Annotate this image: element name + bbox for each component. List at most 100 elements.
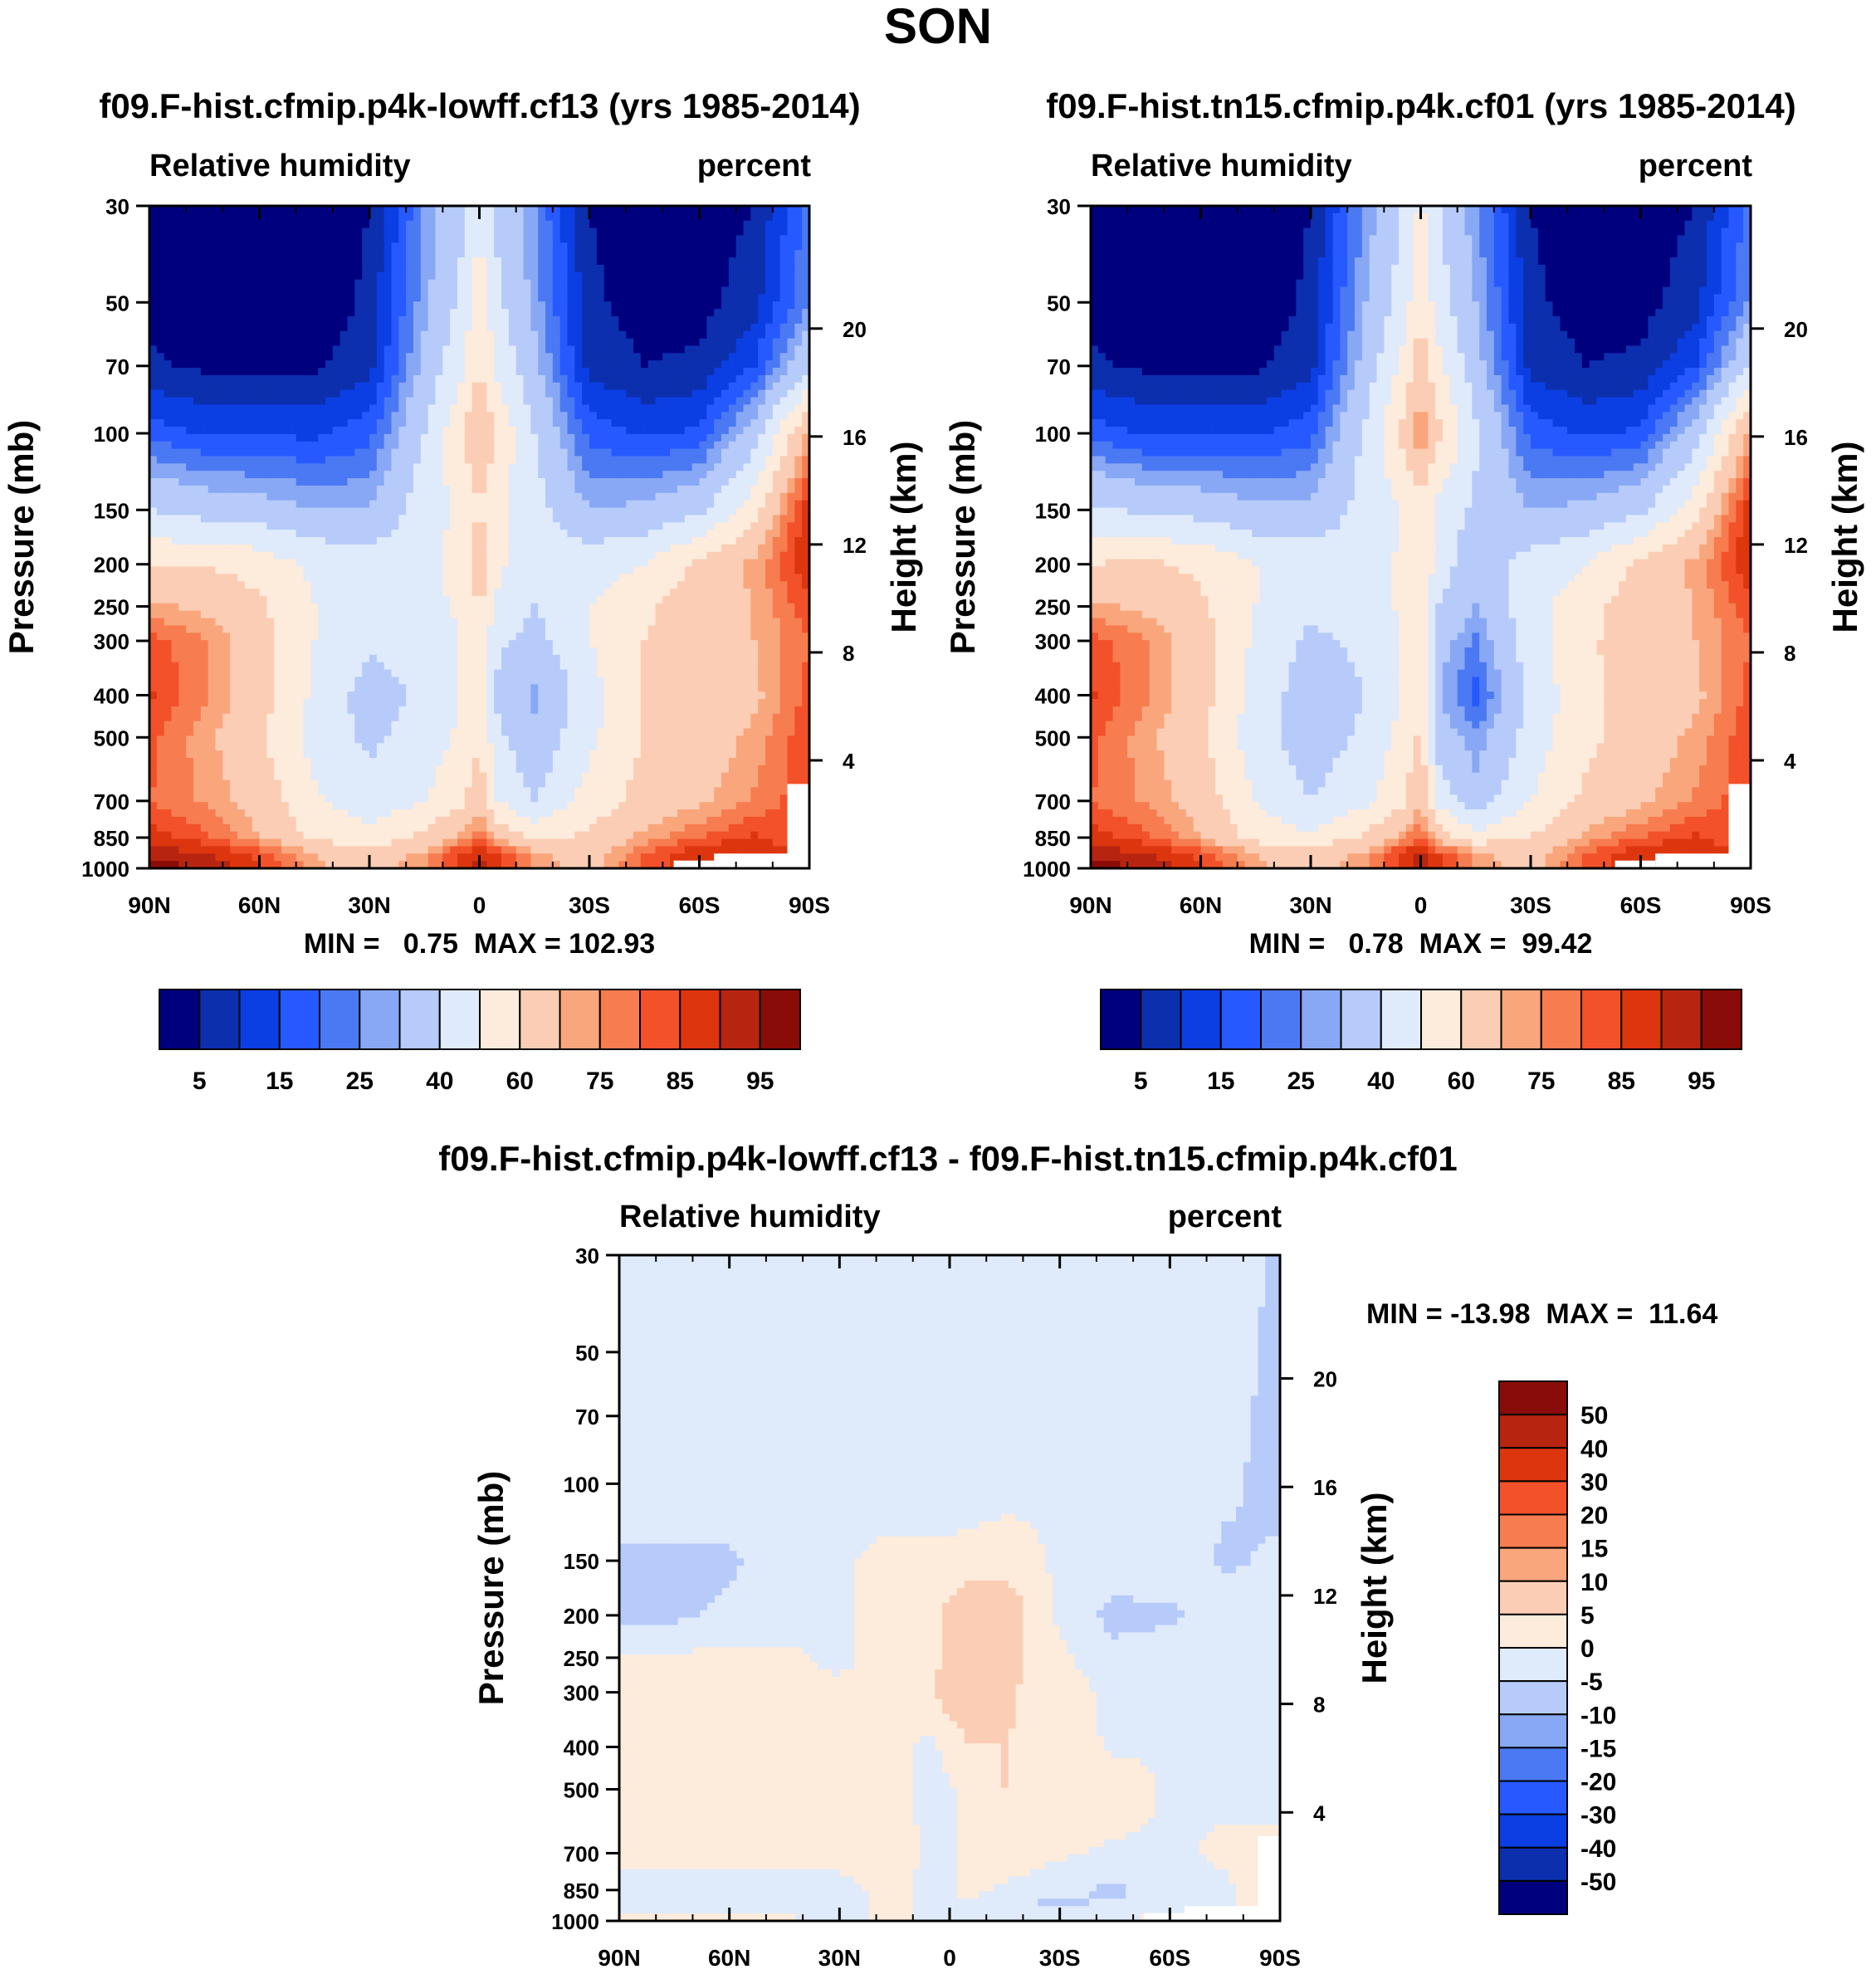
contour-cell: [706, 213, 715, 222]
contour-cell: [340, 427, 349, 435]
contour-cell: [787, 286, 795, 295]
contour-cell: [200, 389, 209, 398]
contour-cell: [215, 412, 223, 420]
contour-cell: [471, 441, 481, 450]
contour-cell: [149, 404, 158, 413]
contour-cell: [266, 330, 275, 340]
contour-cell: [215, 544, 223, 553]
contour-cell: [802, 286, 810, 295]
contour-cell: [266, 581, 275, 589]
contour-cell: [626, 574, 634, 582]
contour-cell: [802, 412, 810, 420]
contour-cell: [538, 271, 546, 281]
contour-cell: [281, 368, 290, 376]
contour-cell: [230, 235, 238, 243]
contour-cell: [208, 397, 217, 405]
contour-cell: [369, 566, 378, 574]
contour-cell: [794, 478, 803, 486]
contour-cell: [699, 309, 707, 317]
contour-cell: [208, 206, 217, 214]
contour-cell: [164, 537, 173, 545]
contour-cell: [413, 603, 422, 612]
contour-cell: [611, 264, 619, 273]
contour-cell: [794, 257, 803, 266]
contour-cell: [471, 338, 481, 347]
contour-cell: [684, 316, 693, 325]
contour-cell: [149, 250, 158, 258]
contour-cell: [794, 353, 803, 361]
contour-cell: [442, 213, 451, 222]
contour-cell: [450, 397, 458, 405]
contour-cell: [281, 309, 290, 317]
contour-cell: [552, 544, 561, 553]
contour-cell: [215, 271, 223, 281]
contour-cell: [670, 323, 678, 332]
contour-cell: [611, 271, 619, 281]
contour-cell: [706, 574, 715, 582]
contour-cell: [347, 220, 355, 229]
contour-cell: [501, 427, 510, 435]
contour-cell: [442, 492, 451, 501]
contour-cell: [288, 515, 297, 523]
contour-cell: [515, 551, 525, 560]
contour-cell: [743, 581, 751, 589]
contour-cell: [164, 419, 173, 428]
contour-cell: [802, 345, 810, 354]
contour-cell: [479, 235, 487, 243]
contour-cell: [735, 595, 745, 604]
contour-cell: [538, 368, 546, 376]
contour-cell: [376, 235, 385, 243]
contour-cell: [574, 559, 583, 568]
contour-cell: [288, 522, 297, 530]
contour-cell: [274, 448, 282, 457]
contour-cell: [743, 595, 751, 604]
contour-cell: [244, 419, 253, 428]
contour-cell: [171, 566, 179, 574]
contour-cell: [244, 360, 253, 369]
contour-cell: [259, 323, 267, 332]
contour-cell: [618, 456, 627, 464]
contour-cell: [772, 433, 781, 442]
contour-cell: [589, 485, 598, 494]
contour-cell: [735, 522, 745, 530]
contour-cell: [288, 206, 297, 214]
contour-cell: [450, 345, 458, 354]
contour-cell: [230, 294, 238, 302]
contour-cell: [691, 522, 701, 530]
contour-cell: [281, 250, 290, 258]
contour-cell: [758, 441, 766, 450]
contour-cell: [164, 316, 173, 325]
contour-cell: [186, 345, 194, 354]
contour-cell: [618, 227, 627, 237]
contour-cell: [303, 294, 311, 302]
contour-cell: [662, 294, 671, 302]
contour-cell: [765, 566, 774, 574]
contour-cell: [354, 286, 363, 295]
contour-cell: [420, 227, 429, 237]
contour-cell: [244, 242, 253, 251]
contour-cell: [427, 264, 437, 273]
contour-cell: [574, 492, 583, 501]
contour-cell: [274, 581, 282, 589]
contour-cell: [274, 610, 282, 619]
contour-cell: [413, 316, 422, 325]
contour-cell: [200, 257, 209, 266]
contour-cell: [574, 257, 583, 266]
contour-cell: [193, 530, 202, 538]
contour-cell: [779, 374, 789, 384]
contour-cell: [457, 559, 466, 568]
contour-cell: [567, 227, 575, 237]
contour-cell: [743, 544, 751, 553]
contour-cell: [515, 264, 525, 273]
contour-cell: [574, 250, 583, 258]
contour-cell: [384, 257, 393, 266]
contour-cell: [750, 507, 759, 516]
contour-cell: [303, 515, 311, 523]
contour-cell: [222, 478, 231, 486]
contour-cell: [376, 566, 385, 574]
contour-cell: [582, 463, 590, 472]
contour-cell: [332, 551, 341, 560]
contour-cell: [758, 250, 766, 258]
contour-cell: [589, 515, 598, 523]
contour-cell: [149, 368, 158, 376]
